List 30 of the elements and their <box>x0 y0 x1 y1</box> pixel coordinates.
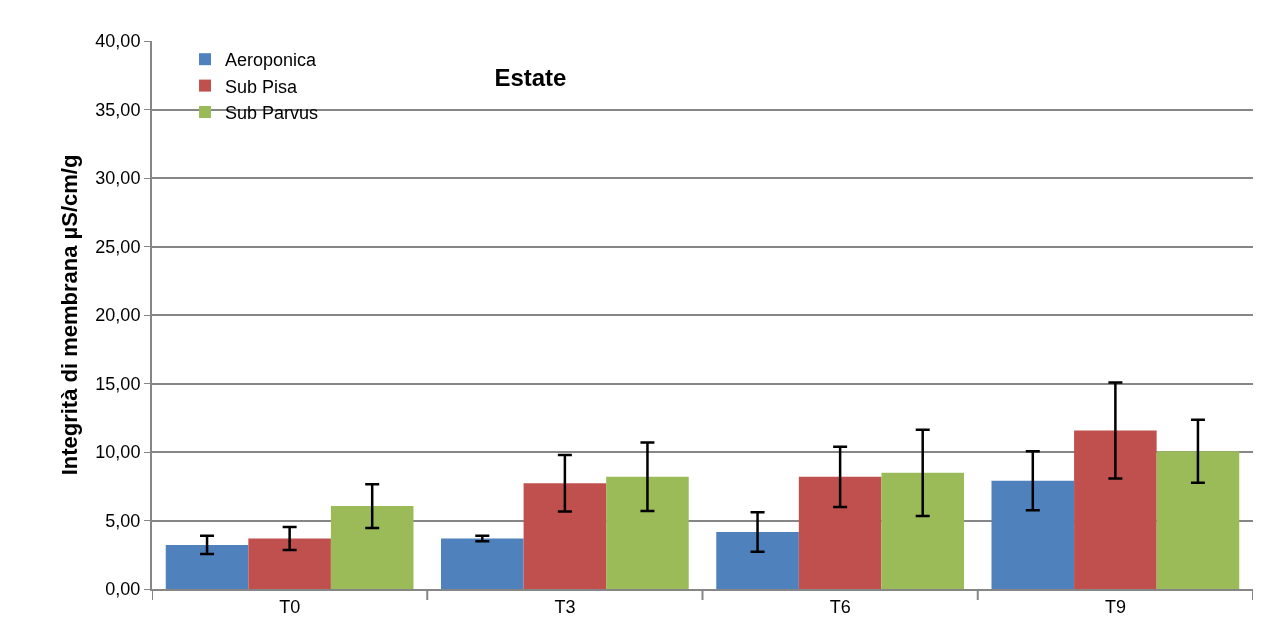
legend-label: Sub Pisa <box>225 76 299 97</box>
y-tick-label: 35,00 <box>95 99 141 120</box>
y-tick-label: 5,00 <box>105 510 141 531</box>
x-tick-label: T0 <box>279 596 301 617</box>
y-tick-label: 40,00 <box>95 31 141 52</box>
bar <box>441 538 524 589</box>
legend-label: Aeroponica <box>225 50 318 71</box>
bar <box>606 476 689 589</box>
bar <box>1156 451 1240 589</box>
y-tick-label: 10,00 <box>95 442 141 463</box>
bar <box>248 538 331 589</box>
bar <box>523 483 607 589</box>
legend-label: Sub Parvus <box>225 103 319 124</box>
y-tick-label: 20,00 <box>95 305 141 326</box>
bar <box>798 476 882 589</box>
bar <box>165 544 249 589</box>
y-tick-label: 30,00 <box>95 168 141 189</box>
y-tick-label: 25,00 <box>95 236 141 257</box>
bar <box>330 506 414 589</box>
x-tick-label: T6 <box>829 596 851 617</box>
y-tick-label: 15,00 <box>95 373 141 394</box>
bar <box>716 532 799 589</box>
bar <box>991 480 1075 589</box>
bar <box>1074 430 1157 589</box>
x-tick-label: T9 <box>1104 596 1126 617</box>
text: Estate <box>494 63 567 91</box>
bar <box>881 472 964 589</box>
y-tick-label: 0,00 <box>105 579 141 600</box>
y-axis-title: Integrità di membrana µS/cm/g <box>56 154 82 476</box>
x-tick-label: T3 <box>554 596 576 617</box>
